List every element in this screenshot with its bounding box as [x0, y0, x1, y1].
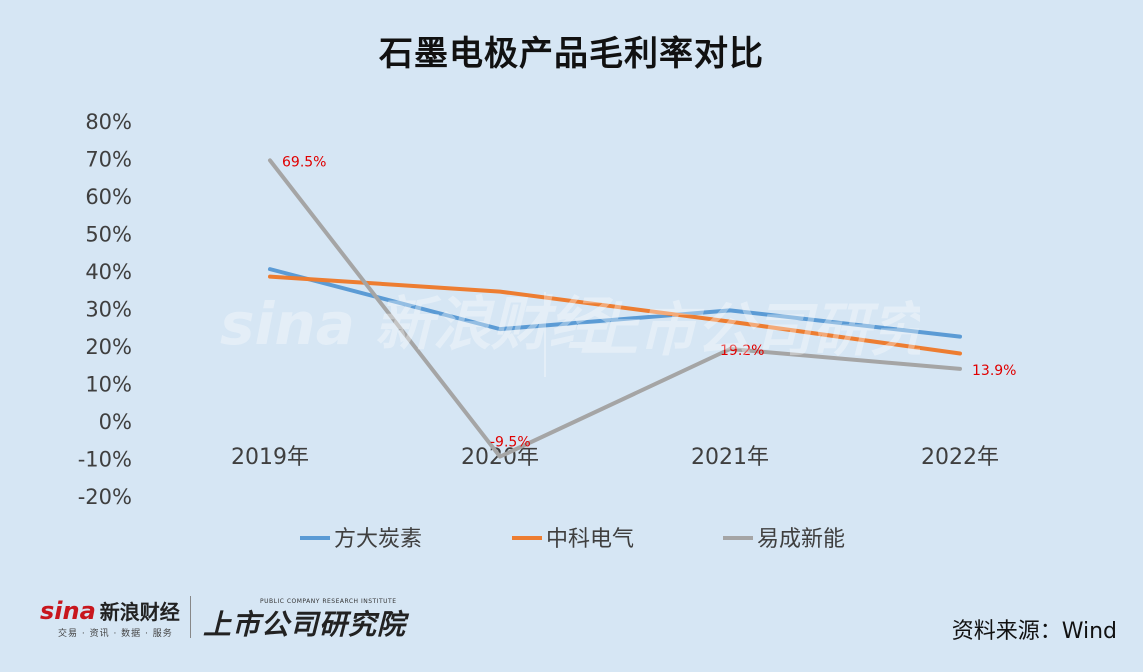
x-tick-label: 2019年: [231, 445, 309, 470]
y-axis: 80% 70% 60% 50% 40% 30% 20% 10% 0% -10% -20%: [78, 110, 132, 509]
y-tick-label: 10%: [85, 373, 132, 397]
y-tick-label: 0%: [99, 410, 132, 434]
y-tick-label: 60%: [85, 185, 132, 209]
sina-logo-text: sina: [40, 597, 96, 625]
y-tick-label: 40%: [85, 260, 132, 284]
sina-logo: sina 新浪财经: [40, 596, 180, 625]
legend: 方大炭素 中科电气 易成新能: [300, 527, 845, 552]
x-tick-label: 2022年: [921, 445, 999, 470]
data-labels: 69.5% -9.5% 19.2% 13.9%: [282, 154, 1016, 450]
series-line-3: [268, 158, 962, 459]
series-line-1: [268, 267, 962, 339]
y-tick-label: 80%: [85, 110, 132, 134]
data-label: 69.5%: [282, 154, 326, 170]
x-tick-label: 2021年: [691, 445, 769, 470]
y-tick-label: 30%: [85, 298, 132, 322]
data-label: -9.5%: [490, 435, 531, 451]
logo-divider: [190, 596, 191, 638]
sina-logo-subtitle: 交易 · 资讯 · 数据 · 服务: [58, 629, 173, 639]
y-tick-label: 50%: [85, 223, 132, 247]
y-tick-label: 20%: [85, 335, 132, 359]
y-tick-label: 70%: [85, 148, 132, 172]
data-label: 13.9%: [972, 363, 1016, 379]
series-line-2: [268, 274, 962, 356]
line-chart: 80% 70% 60% 50% 40% 30% 20% 10% 0% -10% -20% 2019年…: [78, 110, 1017, 552]
institute-logo-en: PUBLIC COMPANY RESEARCH INSTITUTE: [260, 598, 397, 605]
y-tick-label: -20%: [78, 485, 132, 509]
legend-label: 易成新能: [757, 527, 845, 552]
chart-title: 石墨电极产品毛利率对比: [379, 34, 764, 74]
data-source: 资料来源：Wind: [951, 619, 1117, 644]
y-tick-label: -10%: [78, 448, 132, 472]
x-axis: 2019年 2020年 2021年 2022年: [231, 445, 999, 470]
institute-logo: 上市公司研究院: [203, 608, 407, 641]
sina-logo-cn: 新浪财经: [99, 600, 180, 624]
legend-label: 中科电气: [546, 527, 634, 552]
legend-label: 方大炭素: [334, 527, 422, 552]
series-lines: [268, 158, 962, 459]
data-label: 19.2%: [720, 343, 764, 359]
